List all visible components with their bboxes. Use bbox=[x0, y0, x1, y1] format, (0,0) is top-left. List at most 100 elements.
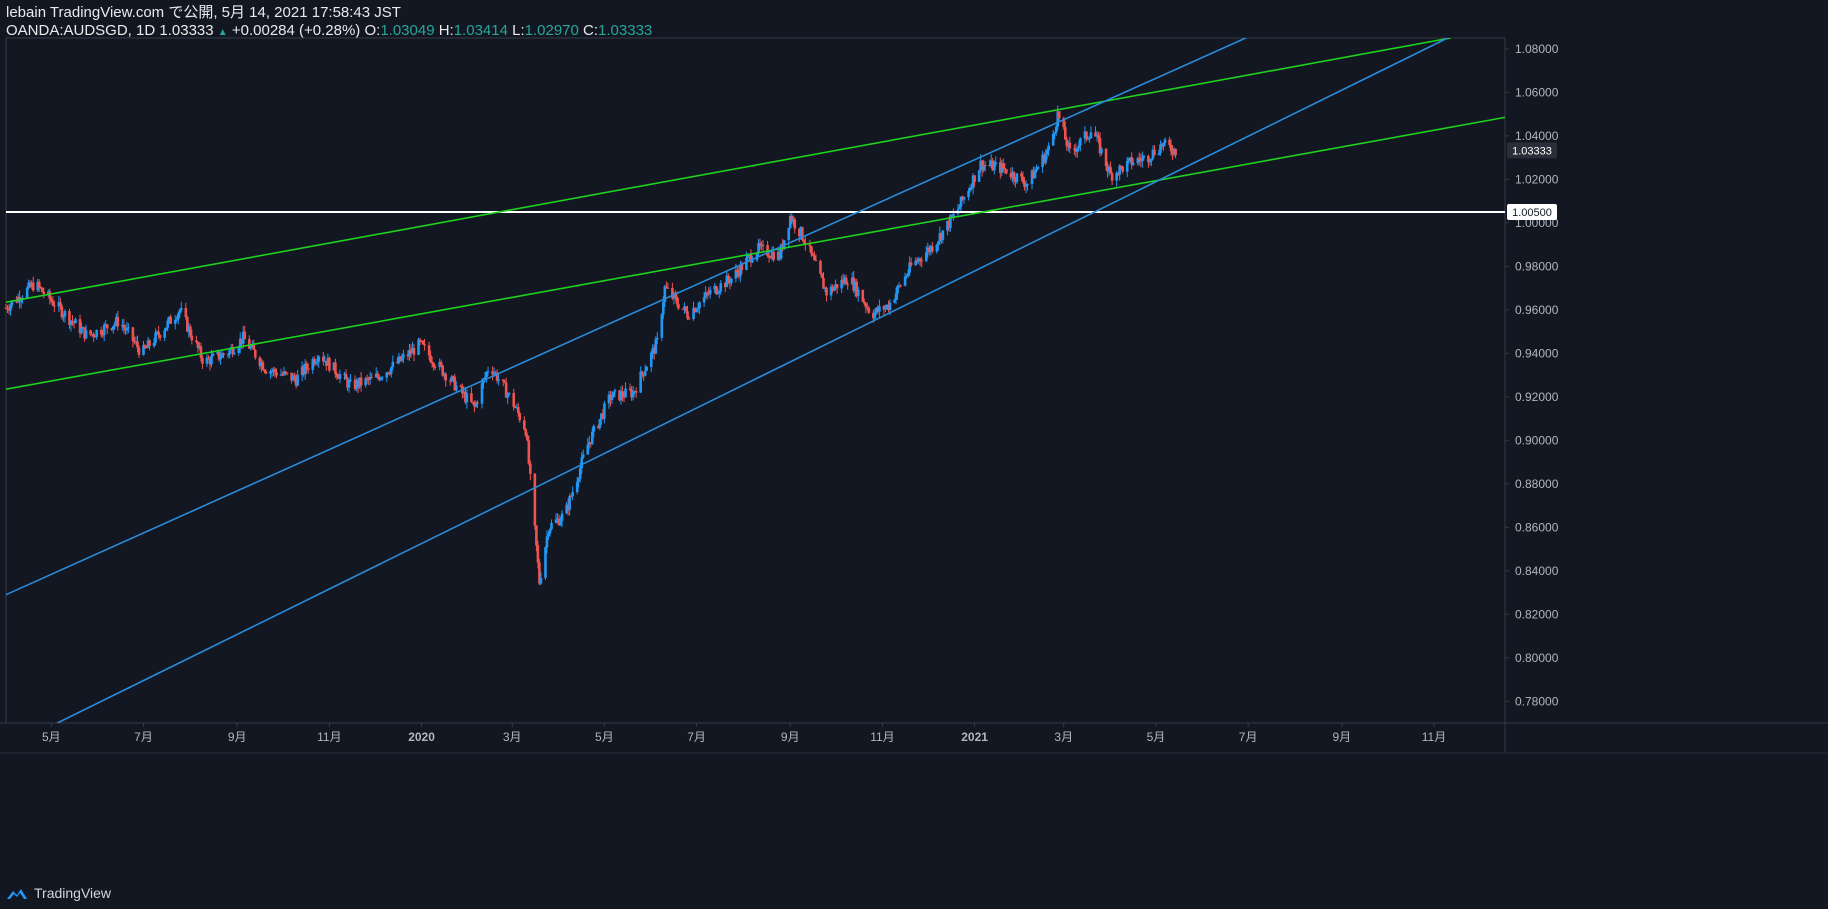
y-tick-label: 0.82000 bbox=[1515, 607, 1559, 621]
candle-body bbox=[480, 383, 484, 404]
candle-body bbox=[1106, 165, 1109, 172]
candle-body bbox=[63, 311, 67, 317]
candle-body bbox=[1047, 145, 1050, 151]
candle-body bbox=[1079, 138, 1082, 146]
candle-body bbox=[1051, 133, 1055, 146]
candle-body bbox=[539, 577, 543, 584]
y-tick-label: 0.94000 bbox=[1515, 346, 1559, 360]
candle-body bbox=[264, 371, 268, 374]
candle-body bbox=[1086, 138, 1090, 140]
candle-body bbox=[335, 373, 339, 377]
candle-body bbox=[365, 378, 369, 380]
y-tick-label: 0.80000 bbox=[1515, 651, 1559, 665]
candle-body bbox=[853, 281, 857, 291]
candle-body bbox=[344, 373, 348, 380]
x-tick-label: 5月 bbox=[42, 730, 61, 744]
high-value: 1.03414 bbox=[453, 22, 508, 39]
candle-body bbox=[294, 378, 298, 386]
candle-body bbox=[501, 379, 505, 381]
candle-body bbox=[158, 335, 162, 338]
candle-body bbox=[994, 162, 998, 165]
x-tick-label: 3月 bbox=[503, 730, 522, 744]
candle-body bbox=[568, 496, 571, 511]
candle-body bbox=[1163, 139, 1167, 143]
candle-body bbox=[560, 513, 564, 521]
candle-body bbox=[420, 340, 423, 342]
candle-body bbox=[578, 468, 582, 479]
candle-body bbox=[621, 391, 624, 397]
x-tick-label: 7月 bbox=[1239, 730, 1258, 744]
candle-body bbox=[654, 339, 658, 354]
candle-body bbox=[237, 347, 241, 353]
candle-body bbox=[421, 340, 425, 345]
candle-body bbox=[459, 385, 463, 387]
y-tick-label: 1.02000 bbox=[1515, 172, 1559, 186]
candle-body bbox=[1088, 138, 1091, 140]
candle-body bbox=[476, 402, 479, 404]
candle-body bbox=[409, 349, 413, 354]
candle-body bbox=[270, 371, 274, 373]
candle-body bbox=[793, 219, 797, 229]
candle-body bbox=[196, 341, 200, 348]
candle-body bbox=[155, 331, 159, 333]
candle-body bbox=[92, 333, 95, 337]
candle-body bbox=[1042, 154, 1046, 163]
candle-body bbox=[872, 312, 875, 319]
candle-body bbox=[300, 366, 304, 376]
candle-body bbox=[746, 255, 750, 258]
candle-body bbox=[322, 356, 325, 362]
candle-body bbox=[187, 326, 191, 332]
x-tick-label: 7月 bbox=[687, 730, 706, 744]
candle-body bbox=[989, 160, 993, 166]
candle-body bbox=[1095, 135, 1099, 137]
candle-body bbox=[592, 425, 596, 432]
candle-body bbox=[83, 327, 86, 339]
candle-body bbox=[332, 362, 336, 371]
blue-trendline bbox=[57, 38, 1448, 723]
candle-body bbox=[1142, 155, 1146, 158]
candle-body bbox=[613, 390, 617, 392]
candle-body bbox=[971, 175, 975, 189]
candle-body bbox=[1116, 172, 1120, 175]
candle-body bbox=[811, 253, 815, 256]
candle-body bbox=[311, 359, 315, 370]
candle-body bbox=[581, 454, 585, 458]
candle-body bbox=[207, 357, 210, 359]
candle-body bbox=[272, 369, 275, 372]
candle-body bbox=[755, 252, 759, 261]
candle-body bbox=[353, 379, 357, 389]
candle-body bbox=[226, 354, 230, 356]
candle-body bbox=[952, 213, 955, 217]
candle-body bbox=[1139, 159, 1143, 162]
candle-body bbox=[547, 533, 550, 537]
candle-body bbox=[390, 367, 393, 374]
candle-body bbox=[131, 327, 135, 342]
candle-body bbox=[122, 325, 126, 328]
candle-body bbox=[127, 327, 130, 329]
candle-body bbox=[28, 282, 32, 287]
change-value: +0.00284 (+0.28%) bbox=[231, 22, 361, 39]
candle-body bbox=[334, 362, 337, 374]
candle-body bbox=[630, 389, 633, 398]
candle-body bbox=[249, 346, 253, 349]
candle-body bbox=[791, 219, 795, 223]
candle-body bbox=[878, 306, 881, 312]
candle-body bbox=[529, 463, 532, 474]
candle-body bbox=[1127, 158, 1131, 161]
candle-body bbox=[908, 262, 911, 273]
candle-body bbox=[90, 333, 94, 335]
candle-body bbox=[379, 377, 383, 380]
candle-body bbox=[1174, 148, 1177, 156]
candle-body bbox=[548, 529, 552, 534]
x-tick-label: 2021 bbox=[961, 730, 988, 744]
candle-body bbox=[947, 220, 951, 228]
candle-body bbox=[973, 175, 976, 182]
candle-body bbox=[730, 278, 733, 284]
candle-body bbox=[887, 304, 890, 311]
candle-body bbox=[970, 187, 973, 189]
candle-body bbox=[1032, 170, 1035, 179]
candle-body bbox=[199, 346, 203, 358]
candle-body bbox=[1076, 148, 1079, 152]
candle-body bbox=[788, 216, 792, 228]
